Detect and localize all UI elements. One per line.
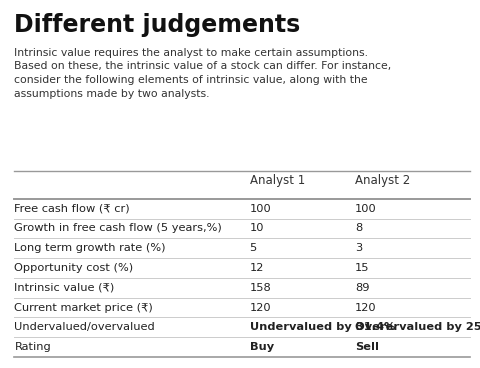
Text: Undervalued/overvalued: Undervalued/overvalued — [14, 322, 155, 332]
Text: Different judgements: Different judgements — [14, 13, 300, 37]
Text: 8: 8 — [355, 223, 362, 233]
Text: 120: 120 — [250, 302, 271, 312]
Text: Growth in free cash flow (5 years,%): Growth in free cash flow (5 years,%) — [14, 223, 222, 233]
Text: 12: 12 — [250, 263, 264, 273]
Text: Overervalued by 25.5%: Overervalued by 25.5% — [355, 322, 480, 332]
Text: Sell: Sell — [355, 342, 379, 352]
Text: Long term growth rate (%): Long term growth rate (%) — [14, 243, 166, 253]
Text: Free cash flow (₹ cr): Free cash flow (₹ cr) — [14, 204, 130, 213]
Text: 15: 15 — [355, 263, 370, 273]
Text: Analyst 2: Analyst 2 — [355, 174, 410, 187]
Text: Intrinsic value (₹): Intrinsic value (₹) — [14, 283, 115, 293]
Text: Rating: Rating — [14, 342, 51, 352]
Text: Intrinsic value requires the analyst to make certain assumptions.
Based on these: Intrinsic value requires the analyst to … — [14, 48, 392, 99]
Text: 158: 158 — [250, 283, 271, 293]
Text: Buy: Buy — [250, 342, 274, 352]
Text: 100: 100 — [250, 204, 271, 213]
Text: 3: 3 — [355, 243, 362, 253]
Text: 5: 5 — [250, 243, 257, 253]
Text: Undervalued by 31.4%: Undervalued by 31.4% — [250, 322, 395, 332]
Text: Opportunity cost (%): Opportunity cost (%) — [14, 263, 133, 273]
Text: 120: 120 — [355, 302, 377, 312]
Text: 100: 100 — [355, 204, 377, 213]
Text: 89: 89 — [355, 283, 370, 293]
Text: Analyst 1: Analyst 1 — [250, 174, 305, 187]
Text: Current market price (₹): Current market price (₹) — [14, 302, 153, 312]
Text: 10: 10 — [250, 223, 264, 233]
